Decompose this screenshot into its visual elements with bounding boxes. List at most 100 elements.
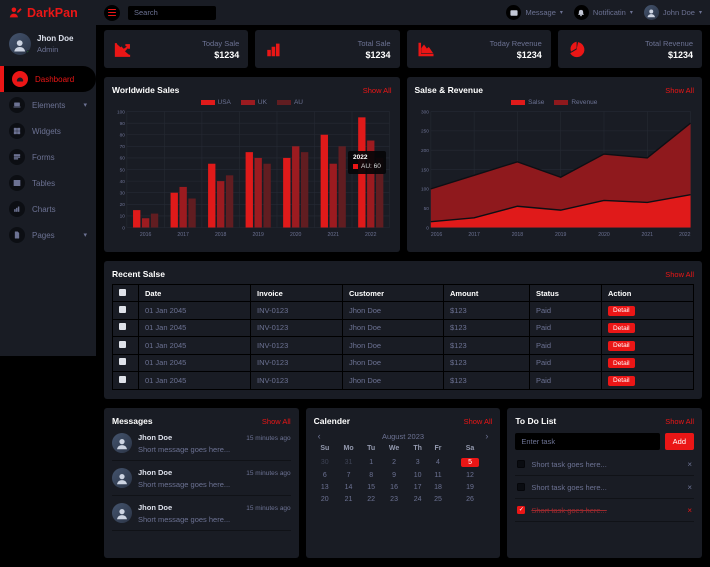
message-item[interactable]: Jhon Doe 15 minutes ago Short message goes… [112,496,291,531]
calendar-day[interactable]: 10 [407,469,428,481]
calendar-day[interactable]: 11 [428,469,447,481]
show-all-link[interactable]: Show All [261,416,291,426]
calendar-day[interactable]: 18 [428,481,447,493]
remove-task-icon[interactable]: × [687,459,693,469]
calendar-day[interactable]: 24 [407,493,428,505]
todo-checkbox[interactable] [517,483,526,491]
row-checkbox[interactable] [119,340,126,348]
calendar-day[interactable]: 7 [336,469,361,481]
calendar-day-number: 22 [367,495,376,503]
legend-label: USA [217,99,231,106]
user-dropdown[interactable]: John Doe ▾ [643,5,702,20]
sidebar-item-widgets[interactable]: Widgets [0,118,96,144]
calendar-day[interactable]: 4 [428,455,447,469]
calendar-day[interactable]: 12 [448,469,493,481]
svg-text:2021: 2021 [641,232,653,238]
remove-task-icon[interactable]: × [687,505,693,515]
detail-button[interactable]: Detail [608,340,635,351]
message-time: 15 minutes ago [246,505,291,512]
calendar-day[interactable]: 1 [361,455,381,469]
legend-swatch [200,100,215,105]
stat-label: Total Revenue [645,38,693,48]
calendar-day[interactable]: 9 [381,469,407,481]
sidebar-item-pages[interactable]: Pages ▾ [0,222,96,248]
calendar-day[interactable]: 2 [381,455,407,469]
todo-checkbox[interactable] [517,460,526,468]
sidebar-item-label: Elements [32,100,66,110]
svg-text:30: 30 [120,191,126,197]
show-all-link[interactable]: Show All [362,85,392,95]
calendar-day[interactable]: 3 [407,455,428,469]
brand[interactable]: DarkPan [0,0,96,25]
calendar-day[interactable]: 17 [407,481,428,493]
show-all-link[interactable]: Show All [665,416,695,426]
stat-card[interactable]: Today Revenue $1234 [406,30,551,68]
worldwide-sales-bar-chart[interactable]: 0 10 20 30 40 50 60 70 80 90 100 2016 2017 2018 2019 20… [112,107,392,239]
calendar-day[interactable]: 25 [428,493,447,505]
row-checkbox[interactable] [119,375,126,383]
sidebar-item-elements[interactable]: Elements ▾ [0,92,96,118]
message-label: Message [525,8,556,17]
sidebar-item-tables[interactable]: Tables [0,170,96,196]
calendar-prev-icon[interactable]: ‹ [317,431,321,441]
detail-button[interactable]: Detail [608,323,635,333]
message-top: Jhon Doe 15 minutes ago [138,433,291,442]
show-all-link[interactable]: Show All [665,269,694,279]
show-all-link[interactable]: Show All [463,416,493,426]
hamburger-icon[interactable] [104,4,120,21]
stat-value: $1234 [667,49,693,60]
stat-value: $1234 [516,49,542,60]
todo-label: Short task goes here... [531,505,607,515]
sidebar-item-forms[interactable]: Forms [0,144,96,170]
todo-input[interactable] [515,433,660,450]
calendar-day[interactable]: 31 [336,455,361,469]
calendar-day[interactable]: 30 [314,455,336,469]
calendar-day[interactable]: 13 [314,481,336,493]
calendar-day[interactable]: 8 [361,469,381,481]
online-status-dot [26,50,31,55]
remove-task-icon[interactable]: × [687,482,693,492]
bar-chart-legend: USA UK AU [112,99,392,106]
calendar-day[interactable]: 15 [361,481,381,493]
row-checkbox[interactable] [119,358,126,366]
stat-value: $1234 [365,49,391,60]
calendar-day[interactable]: 19 [448,481,493,493]
calendar-day[interactable]: 14 [336,481,361,493]
calendar-day[interactable]: 21 [336,493,361,505]
calendar-day[interactable]: 26 [448,493,493,505]
message-dropdown[interactable]: Message ▾ [506,5,563,20]
calendar-day[interactable]: 16 [381,481,407,493]
add-task-button[interactable]: Add [664,433,695,450]
show-all-link[interactable]: Show All [665,85,694,95]
calendar-day[interactable]: 22 [361,493,381,505]
column-header: Amount [443,284,530,302]
detail-button[interactable]: Detail [608,358,635,368]
todo-checkbox[interactable]: ✓ [517,506,526,514]
select-all-checkbox[interactable] [119,288,126,296]
calendar-next-icon[interactable]: › [485,431,489,441]
detail-button[interactable]: Detail [608,375,635,386]
file-icon [9,227,25,243]
calendar-day-number: 24 [413,495,422,503]
search-input[interactable] [128,5,216,20]
calendar-day[interactable]: 23 [381,493,407,505]
tooltip-swatch [353,164,358,169]
detail-button[interactable]: Detail [608,305,635,316]
calendar-day-number: 17 [413,483,422,491]
stat-card[interactable]: Total Revenue $1234 [557,30,702,68]
sidebar-item-charts[interactable]: Charts [0,196,96,222]
legend-swatch [276,100,291,105]
sales-revenue-area-chart[interactable]: 0 50 100 150 200 250 300 2016 2017 2018 2019 2020 20… [415,107,695,239]
sidebar-user[interactable]: Jhon Doe Admin [0,25,96,62]
row-checkbox[interactable] [119,323,126,331]
notification-dropdown[interactable]: Notificatin ▾ [573,5,633,20]
sidebar-item-dashboard[interactable]: Dashboard [0,66,96,92]
calendar-day[interactable]: 20 [314,493,336,505]
row-checkbox[interactable] [119,305,126,313]
calendar-day[interactable]: 5 [448,455,493,469]
message-item[interactable]: Jhon Doe 15 minutes ago Short message goes… [112,461,291,496]
stat-card[interactable]: Total Sale $1234 [255,30,400,68]
calendar-day[interactable]: 6 [314,469,336,481]
stat-card[interactable]: Today Sale $1234 [104,30,249,68]
message-item[interactable]: Jhon Doe 15 minutes ago Short message goes… [112,426,291,461]
